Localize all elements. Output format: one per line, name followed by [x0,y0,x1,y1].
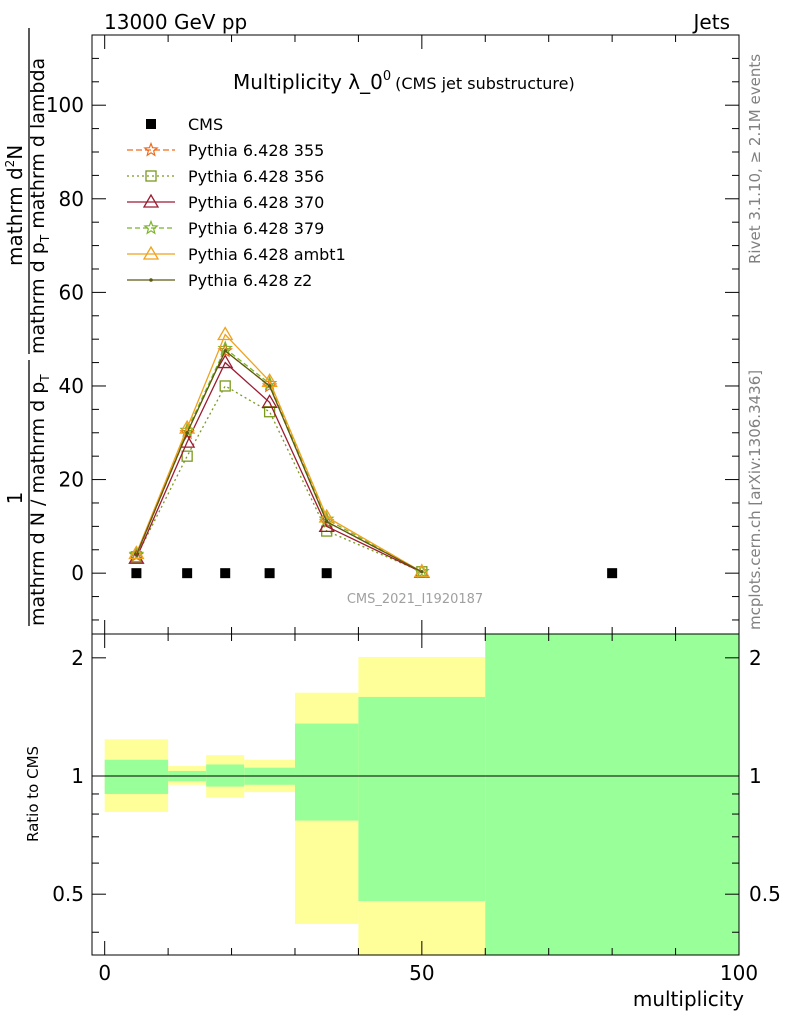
series-line [135,361,423,573]
cms-data-point [264,568,275,579]
ratio-y-tick-label-right: 0.5 [749,882,781,906]
legend-label: Pythia 6.428 ambt1 [188,245,346,264]
series-marker [261,394,278,409]
series-marker [267,384,272,388]
cms-data-point [131,568,142,579]
series-5 [128,326,430,578]
main-y-tick-label: 60 [59,280,84,304]
series-line [135,347,423,573]
series-marker [318,518,335,533]
ratio-y-tick-label: 0.5 [52,882,84,906]
series-marker [223,349,228,353]
series-marker [185,430,189,435]
cms-data-point [607,568,618,579]
y-axis-label: 1 mathrm d N / mathrm d pT mathrm d2N ma… [3,28,52,626]
main-y-tick-label: 0 [71,561,84,585]
ratio-panel: 0.5 0.5 1 1 2 2 0 50 100 Ratio to CMS multiplici… [24,633,781,1011]
main-y-tick-label: 40 [59,374,84,398]
series-6 [134,349,424,574]
cms-data-point [182,568,193,579]
plot-title-small: (CMS jet substructure) [395,74,575,93]
cms-data-point [220,568,231,579]
ratio-band-green [358,696,486,902]
legend-marker [143,219,159,235]
legend-marker [142,193,160,208]
series-marker [324,519,329,524]
plot-title: Multiplicity λ_00 (CMS jet substructure) [233,69,575,94]
main-series [128,326,430,579]
series-marker [217,326,234,341]
ratio-y-label: Ratio to CMS [24,746,42,842]
legend-label: CMS [188,115,223,134]
series-marker [128,545,145,560]
main-ticks: 0 20 40 60 80 100 [46,35,740,634]
series-marker [217,342,233,358]
plot-title-main: Multiplicity λ_0 [233,70,383,94]
main-y-tick-label: 100 [46,93,84,117]
series-marker [181,450,193,462]
main-y-tick-label: 80 [59,187,84,211]
y-label-prefix-one: 1 [3,492,27,505]
ratio-y-tick-label-right: 1 [749,764,762,788]
ratio-y-tick-label: 2 [71,646,84,670]
ratio-frame [91,633,740,956]
series-2 [130,380,428,578]
x-tick-label: 0 [98,961,111,985]
main-y-tick-label: 20 [59,468,84,492]
legend-entry: Pythia 6.428 356 [127,167,324,186]
legend-entry: Pythia 6.428 ambt1 [127,245,346,264]
series-marker [134,553,139,557]
legend-entry: CMS [146,115,223,134]
legend-marker [145,170,157,182]
legend: CMS Pythia 6.428 355 Pythia 6.428 356 Pythi… [127,115,346,290]
ratio-band-green [104,759,169,794]
x-tick-label: 100 [720,961,758,985]
cms-data-points [131,568,618,579]
series-marker [263,406,276,418]
ratio-y-tick-label: 1 [71,764,84,788]
legend-label: Pythia 6.428 z2 [188,271,312,290]
series-marker [128,546,145,562]
legend-label: Pythia 6.428 379 [188,219,324,238]
header-energy: 13000 GeV pp [104,10,247,34]
ratio-band-green [485,634,739,955]
legend-marker [146,119,156,129]
legend-label: Pythia 6.428 356 [188,167,324,186]
legend-label: Pythia 6.428 370 [188,193,324,212]
analysis-watermark: CMS_2021_I1920187 [347,592,483,607]
y-label-denominator: mathrm d pT mathrm d lambda [27,58,52,354]
y-label-prefix-den: mathrm d N / mathrm d pT [27,374,52,626]
legend-entry: Pythia 6.428 355 [127,141,324,160]
plot-title-sup: 0 [383,69,391,84]
series-marker [261,377,278,393]
ratio-bands [104,634,739,955]
legend-marker [149,278,153,282]
series-line [135,385,423,573]
y-label-numerator: mathrm d2N [3,145,27,266]
series-3 [128,354,430,578]
header-jets: Jets [692,10,730,34]
series-line [135,349,423,573]
cms-data-point [321,568,332,579]
legend-entry: Pythia 6.428 379 [127,219,324,238]
legend-label: Pythia 6.428 355 [188,141,324,160]
ratio-y-tick-label-right: 2 [749,646,762,670]
mcplots-reference: mcplots.cern.ch [arXiv:1306.3436] [746,370,764,630]
x-axis-label: multiplicity [633,987,744,1011]
legend-marker [143,141,159,157]
series-marker [217,354,234,369]
series-line [135,333,423,573]
series-marker [413,563,430,578]
x-tick-label: 50 [409,961,434,985]
legend-entry: Pythia 6.428 z2 [127,271,312,290]
series-marker [420,569,424,574]
ratio-ticks: 0.5 0.5 1 1 2 2 0 50 100 [52,634,781,985]
legend-entry: Pythia 6.428 370 [127,193,324,212]
ratio-band-green [294,723,359,821]
legend-marker [142,245,160,260]
series-marker [219,380,231,392]
rivet-version: Rivet 3.1.10, ≥ 2.1M events [746,54,764,264]
